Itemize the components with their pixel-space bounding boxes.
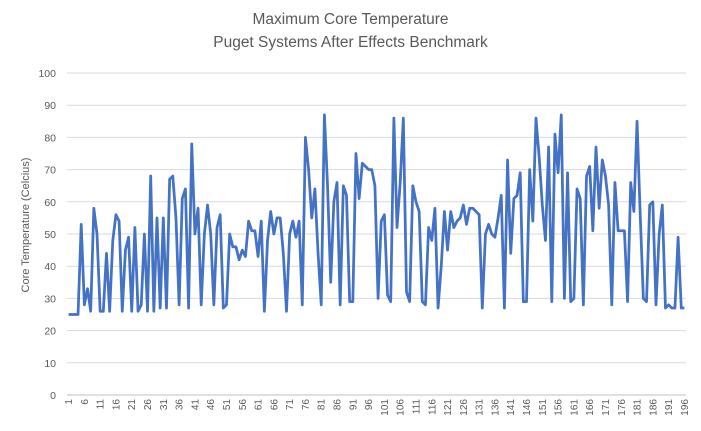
x-tick-label: 41	[190, 399, 201, 411]
chart-title: Maximum Core Temperature	[252, 11, 449, 28]
x-tick-label: 151	[538, 399, 549, 416]
y-tick-label: 50	[44, 229, 56, 241]
x-tick-label: 106	[396, 399, 407, 416]
x-tick-label: 121	[443, 399, 454, 416]
x-tick-label: 16	[111, 399, 122, 411]
x-tick-label: 96	[364, 399, 375, 411]
x-tick-label: 136	[490, 399, 501, 416]
gridlines	[67, 72, 686, 396]
x-tick-label: 56	[238, 399, 249, 411]
y-tick-labels: 0 10 20 30 40 50 60 70 80 90 100	[38, 68, 56, 402]
x-tick-label: 101	[380, 399, 391, 416]
x-tick-label: 11	[96, 399, 107, 410]
y-tick-label: 0	[50, 390, 56, 402]
y-tick-label: 100	[38, 68, 56, 80]
x-tick-label: 81	[317, 399, 328, 411]
x-tick-label: 26	[143, 399, 154, 411]
x-tick-label: 46	[206, 399, 217, 411]
series-group	[68, 113, 685, 316]
x-tick-label: 1	[64, 399, 75, 405]
y-tick-label: 60	[44, 197, 56, 209]
x-tick-label: 191	[664, 399, 675, 416]
x-tick-label: 61	[254, 399, 265, 411]
series-line	[68, 113, 685, 316]
x-tick-label: 146	[522, 399, 533, 416]
x-tick-label: 66	[269, 399, 280, 411]
x-tick-label: 186	[648, 399, 659, 416]
chart-subtitle: Puget Systems After Effects Benchmark	[213, 34, 488, 51]
y-tick-label: 30	[44, 293, 56, 305]
y-tick-label: 90	[44, 100, 56, 112]
y-tick-label: 80	[44, 132, 56, 144]
y-tick-label: 20	[44, 326, 56, 338]
x-tick-label: 171	[601, 399, 612, 416]
x-tick-labels: 1 6 11 16 21 26 31 36 41 46 51 56 61 66 71 76 81 86 91 96 10…	[64, 399, 691, 416]
x-tick-label: 86	[333, 399, 344, 411]
x-tick-label: 116	[427, 399, 438, 415]
x-tick-label: 21	[127, 399, 138, 411]
x-tick-label: 166	[585, 399, 596, 416]
x-tick-label: 36	[175, 399, 186, 411]
x-tick-label: 196	[680, 399, 691, 416]
x-tick-label: 51	[222, 399, 233, 411]
x-tick-label: 111	[411, 399, 422, 415]
y-tick-label: 70	[44, 165, 56, 177]
x-tick-label: 181	[633, 399, 644, 416]
x-tick-label: 6	[80, 399, 91, 405]
x-tick-label: 131	[475, 399, 486, 416]
y-tick-label: 40	[44, 261, 56, 273]
y-tick-label: 10	[44, 358, 56, 370]
x-tick-label: 126	[459, 399, 470, 416]
x-tick-label: 76	[301, 399, 312, 411]
x-tick-label: 156	[554, 399, 565, 416]
x-tick-label: 141	[506, 399, 517, 416]
x-tick-label: 176	[617, 399, 628, 416]
x-tick-label: 161	[569, 399, 580, 416]
x-tick-label: 91	[348, 399, 359, 411]
x-tick-label: 31	[159, 399, 170, 411]
x-tick-label: 71	[285, 399, 296, 411]
